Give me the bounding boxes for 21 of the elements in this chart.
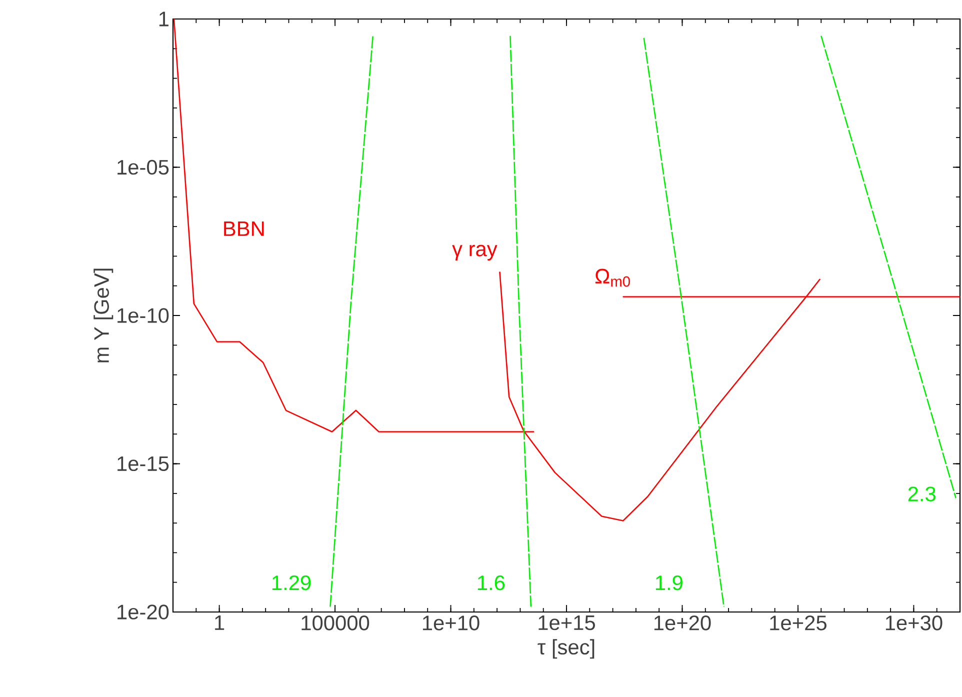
x-tick-label: 1e+15 bbox=[538, 616, 595, 630]
series-label: 1.29 bbox=[272, 575, 311, 590]
x-tick-label: 100000 bbox=[302, 616, 370, 630]
y-tick-label: 1e-15 bbox=[118, 456, 169, 472]
series-label: 1.9 bbox=[656, 575, 682, 590]
series-label: BBN bbox=[224, 222, 264, 236]
x-tick-label: 1e+30 bbox=[886, 616, 942, 630]
x-tick-label: 1e+10 bbox=[422, 616, 480, 630]
x-tick-label: 1e+25 bbox=[770, 616, 826, 630]
x-axis-title: τ [sec] bbox=[538, 639, 594, 659]
series-label: Ω$_{m0}$ bbox=[595, 268, 630, 287]
y-tick-label: 1e-10 bbox=[118, 308, 169, 323]
series-label: 2.3 bbox=[908, 486, 936, 502]
x-tick-label: 1 bbox=[215, 616, 224, 630]
y-axis-title: m Y [GeV] bbox=[94, 268, 114, 362]
y-tick-label: 1 bbox=[159, 12, 168, 26]
y-tick-label: 1e-20 bbox=[118, 604, 169, 620]
y-tick-label: 1e-05 bbox=[118, 160, 169, 175]
series-label: 1.6 bbox=[478, 575, 505, 590]
series-label: γ ray bbox=[452, 244, 498, 261]
x-tick-label: 1e+20 bbox=[654, 616, 711, 630]
